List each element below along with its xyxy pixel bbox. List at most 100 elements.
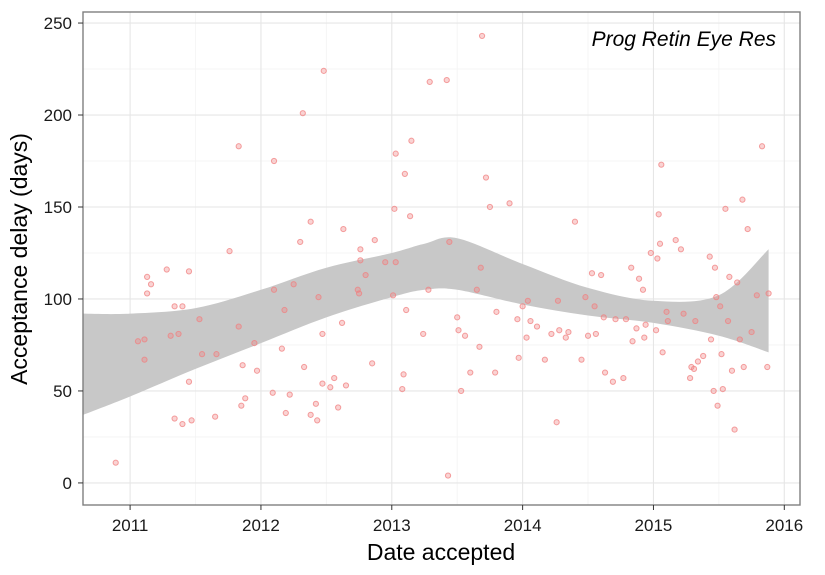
data-point: [734, 279, 741, 286]
data-point: [641, 334, 648, 341]
x-tick-label: 2016: [765, 516, 803, 535]
data-point: [710, 387, 717, 395]
data-point: [392, 259, 399, 266]
y-tick-label: 150: [44, 198, 72, 217]
data-point: [286, 391, 293, 398]
data-point: [446, 238, 453, 246]
data-point: [571, 218, 579, 225]
data-point: [281, 306, 288, 314]
data-point: [357, 246, 364, 253]
data-point: [355, 290, 363, 297]
data-point: [282, 409, 289, 417]
data-point: [297, 238, 304, 246]
data-point: [403, 306, 410, 314]
data-point: [764, 363, 771, 371]
data-point: [179, 303, 186, 310]
data-point: [425, 286, 432, 293]
data-point: [406, 213, 414, 220]
data-point: [163, 266, 170, 273]
data-points: [112, 32, 772, 479]
data-point: [473, 286, 480, 293]
data-point: [642, 321, 649, 328]
axis-ticks: 2011 2012 2013 2014 2015 2016 0 50 100 150 200 250: [44, 14, 804, 535]
data-point: [362, 271, 369, 279]
data-point: [235, 143, 242, 150]
data-point: [426, 78, 433, 86]
data-point: [598, 271, 605, 279]
data-point: [185, 268, 193, 275]
data-point: [198, 351, 206, 358]
data-point: [548, 330, 555, 338]
data-point: [718, 351, 725, 358]
data-point: [714, 402, 721, 409]
data-point: [307, 218, 314, 225]
data-point: [620, 374, 627, 382]
y-tick-label: 200: [44, 106, 72, 125]
data-point: [600, 314, 607, 321]
data-point: [213, 351, 220, 358]
data-point: [719, 386, 726, 393]
data-point: [443, 76, 450, 84]
data-point: [541, 356, 548, 363]
data-point: [188, 417, 195, 424]
data-point: [482, 174, 490, 181]
data-point: [622, 316, 630, 323]
data-point: [656, 240, 664, 247]
data-point: [492, 369, 499, 376]
data-point: [686, 374, 694, 382]
data-point: [726, 273, 733, 280]
data-point: [493, 308, 500, 315]
journal-annotation: Prog Retin Eye Res: [592, 28, 777, 51]
data-point: [744, 225, 751, 233]
x-tick-label: 2013: [373, 516, 411, 535]
y-tick-label: 250: [44, 14, 72, 33]
data-point: [647, 249, 654, 257]
data-point: [369, 360, 376, 367]
data-point: [680, 310, 687, 317]
data-point: [312, 400, 319, 407]
data-point: [633, 325, 640, 332]
data-point: [588, 270, 596, 277]
data-point: [728, 367, 736, 374]
x-tick-label: 2012: [242, 516, 280, 535]
data-point: [196, 316, 203, 323]
y-tick-label: 100: [44, 290, 72, 309]
data-point: [270, 286, 278, 293]
data-point: [338, 319, 346, 326]
data-point: [722, 205, 729, 212]
data-point: [235, 323, 242, 330]
data-point: [706, 253, 713, 260]
data-point: [253, 367, 261, 374]
x-tick-label: 2015: [635, 516, 673, 535]
data-point: [357, 257, 364, 264]
data-point: [578, 356, 585, 363]
data-point: [758, 143, 766, 150]
data-point: [299, 110, 306, 117]
data-point: [556, 327, 563, 334]
data-point: [141, 356, 148, 363]
data-point: [765, 290, 772, 297]
data-point: [147, 281, 155, 288]
data-point: [319, 380, 326, 387]
data-point: [212, 413, 219, 420]
y-tick-label: 50: [53, 382, 72, 401]
data-point: [420, 330, 427, 338]
data-point: [609, 378, 616, 385]
data-point: [519, 303, 526, 310]
data-point: [319, 330, 326, 338]
data-point: [327, 384, 334, 391]
data-point: [340, 225, 347, 233]
data-point: [654, 255, 661, 262]
grid-lines: [83, 12, 800, 505]
confidence-band-layer: [83, 237, 769, 415]
data-point: [269, 389, 276, 396]
data-point: [565, 328, 572, 336]
x-tick-label: 2014: [504, 516, 542, 535]
data-point: [524, 297, 531, 304]
data-point: [601, 369, 609, 376]
data-point: [242, 395, 249, 402]
data-point: [700, 352, 707, 360]
data-point: [251, 340, 258, 347]
data-point: [478, 32, 486, 40]
